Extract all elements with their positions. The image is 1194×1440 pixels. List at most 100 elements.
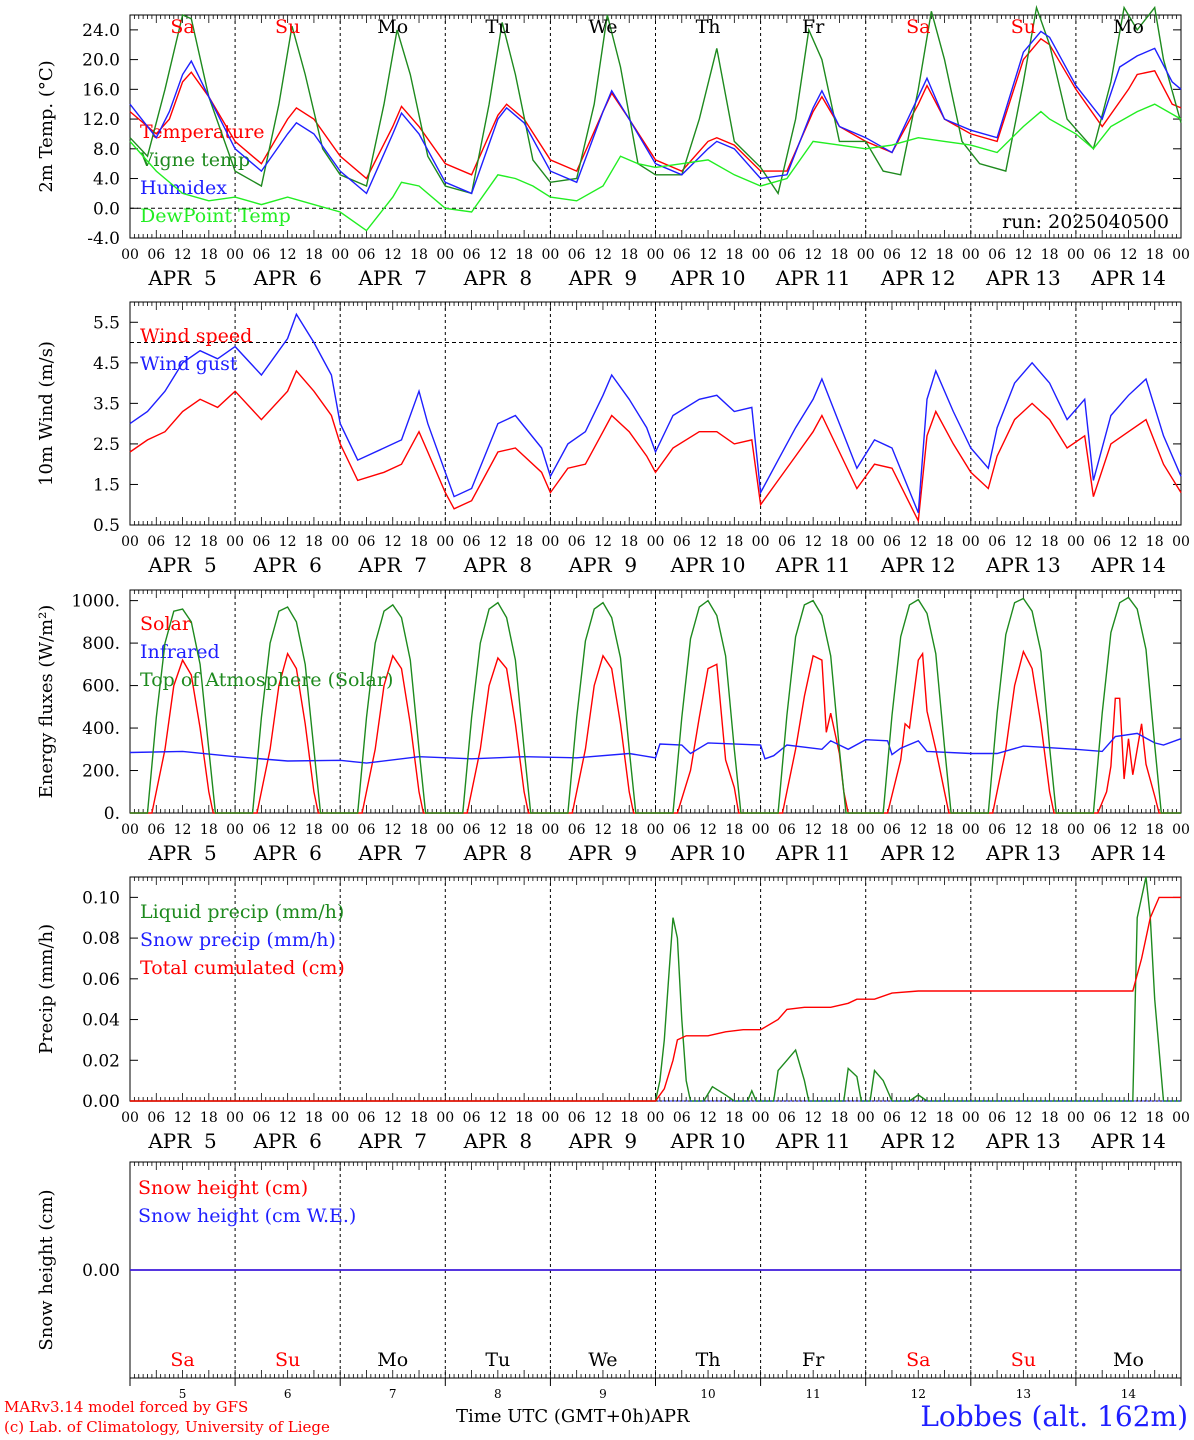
legend-entry: Solar xyxy=(140,613,192,635)
hour-tick-label: 00 xyxy=(962,822,980,838)
date-label: APR 6 xyxy=(252,1129,321,1153)
legend-entry: Snow height (cm W.E.) xyxy=(138,1205,356,1227)
hour-tick-label: 00 xyxy=(647,247,665,263)
legend-entry: Infrared xyxy=(140,641,220,663)
time-label: Time UTC (GMT+0h) xyxy=(456,1406,651,1427)
hour-tick-label: 00 xyxy=(857,247,875,263)
hour-tick-label: 06 xyxy=(568,1110,586,1126)
hour-tick-label: 06 xyxy=(252,534,270,550)
hour-tick-label: 00 xyxy=(647,1110,665,1126)
hour-tick-label: 00 xyxy=(1172,822,1190,838)
y-axis-label: 2m Temp. (°C) xyxy=(36,60,57,192)
y-tick-label: 4.5 xyxy=(93,354,120,374)
hour-tick-label: 12 xyxy=(594,247,612,263)
location-label: Lobbes (alt. 162m) xyxy=(920,1400,1188,1433)
date-label: APR 10 xyxy=(670,841,746,865)
hour-tick-label: 18 xyxy=(620,822,638,838)
date-label: APR 12 xyxy=(880,841,956,865)
hour-tick-label: 06 xyxy=(463,534,481,550)
day-number-label: 8 xyxy=(494,1387,502,1401)
weekday-label: Su xyxy=(1011,16,1036,38)
hour-tick-label: 06 xyxy=(778,534,796,550)
hour-tick-label: 00 xyxy=(436,822,454,838)
day-number-label: 10 xyxy=(700,1387,715,1401)
hour-tick-label: 18 xyxy=(1041,247,1059,263)
weekday-label: Fr xyxy=(802,1349,825,1371)
hour-tick-label: 12 xyxy=(1014,247,1032,263)
date-label: APR 8 xyxy=(463,1129,532,1153)
hour-tick-label: 00 xyxy=(226,534,244,550)
weekday-label: Mo xyxy=(1113,1349,1144,1371)
y-tick-label: 0. xyxy=(104,804,120,824)
hour-tick-label: 12 xyxy=(279,247,297,263)
hour-tick-label: 12 xyxy=(489,1110,507,1126)
hour-tick-label: 12 xyxy=(594,822,612,838)
hour-tick-label: 06 xyxy=(673,534,691,550)
hour-tick-label: 06 xyxy=(883,1110,901,1126)
hour-tick-label: 18 xyxy=(725,822,743,838)
hour-tick-label: 18 xyxy=(305,534,323,550)
hour-tick-label: 18 xyxy=(620,534,638,550)
hour-tick-label: 06 xyxy=(358,247,376,263)
date-label: APR 10 xyxy=(670,553,746,577)
day-number-label: 11 xyxy=(806,1387,821,1401)
date-label: APR 12 xyxy=(880,266,956,290)
day-number-label: 14 xyxy=(1121,1387,1137,1401)
panel-frame xyxy=(129,301,1182,526)
date-label: APR 6 xyxy=(252,841,321,865)
hour-tick-label: 12 xyxy=(1120,1110,1138,1126)
weekday-label: Tu xyxy=(485,1349,510,1371)
hour-tick-label: 18 xyxy=(410,247,428,263)
y-tick-label: 16.0 xyxy=(82,80,120,100)
hour-tick-label: 12 xyxy=(909,534,927,550)
hour-tick-label: 06 xyxy=(463,1110,481,1126)
hour-tick-label: 18 xyxy=(936,247,954,263)
y-axis-label: Snow height (cm) xyxy=(36,1189,57,1350)
month-label: APR xyxy=(650,1406,690,1427)
hour-tick-label: 18 xyxy=(515,1110,533,1126)
day-number-label: 13 xyxy=(1016,1387,1031,1401)
hour-tick-label: 12 xyxy=(174,247,192,263)
series-line xyxy=(130,649,1181,814)
hour-tick-label: 18 xyxy=(831,534,849,550)
hour-tick-label: 00 xyxy=(121,822,139,838)
hour-tick-label: 00 xyxy=(857,1110,875,1126)
weekday-label: Mo xyxy=(1113,16,1144,38)
hour-tick-label: 06 xyxy=(883,822,901,838)
hour-tick-label: 00 xyxy=(541,822,559,838)
date-label: APR 9 xyxy=(568,841,637,865)
hour-tick-label: 00 xyxy=(647,822,665,838)
hour-tick-label: 18 xyxy=(515,534,533,550)
day-number-label: 12 xyxy=(911,1387,926,1401)
hour-tick-label: 00 xyxy=(331,822,349,838)
lab-credit: (c) Lab. of Climatology, University of L… xyxy=(4,1418,330,1436)
legend-entry: Temperature xyxy=(140,121,264,143)
hour-tick-label: 18 xyxy=(515,247,533,263)
hour-tick-label: 18 xyxy=(620,247,638,263)
date-label: APR 6 xyxy=(252,553,321,577)
hour-tick-label: 18 xyxy=(936,822,954,838)
series-line xyxy=(130,896,1181,1102)
legend-entry: DewPoint Temp xyxy=(140,205,291,227)
hour-tick-label: 00 xyxy=(541,534,559,550)
hour-tick-label: 12 xyxy=(174,534,192,550)
day-number-label: 6 xyxy=(284,1387,292,1401)
y-tick-label: 600. xyxy=(82,677,120,697)
date-label: APR 14 xyxy=(1090,266,1166,290)
date-label: APR 6 xyxy=(252,266,321,290)
y-tick-label: 200. xyxy=(82,762,120,782)
legend-entry: Snow precip (mm/h) xyxy=(140,929,336,951)
hour-tick-label: 12 xyxy=(279,1110,297,1126)
weekday-label: We xyxy=(588,1349,617,1371)
date-label: APR 13 xyxy=(985,266,1061,290)
weekday-label: Su xyxy=(275,1349,300,1371)
y-tick-label: 1.5 xyxy=(93,475,120,495)
hour-tick-label: 12 xyxy=(489,534,507,550)
hour-tick-label: 00 xyxy=(752,1110,770,1126)
hour-tick-label: 18 xyxy=(725,1110,743,1126)
hour-tick-label: 12 xyxy=(1120,534,1138,550)
hour-tick-label: 12 xyxy=(279,534,297,550)
hour-tick-label: 12 xyxy=(804,1110,822,1126)
date-label: APR 11 xyxy=(775,266,851,290)
hour-tick-label: 18 xyxy=(305,1110,323,1126)
